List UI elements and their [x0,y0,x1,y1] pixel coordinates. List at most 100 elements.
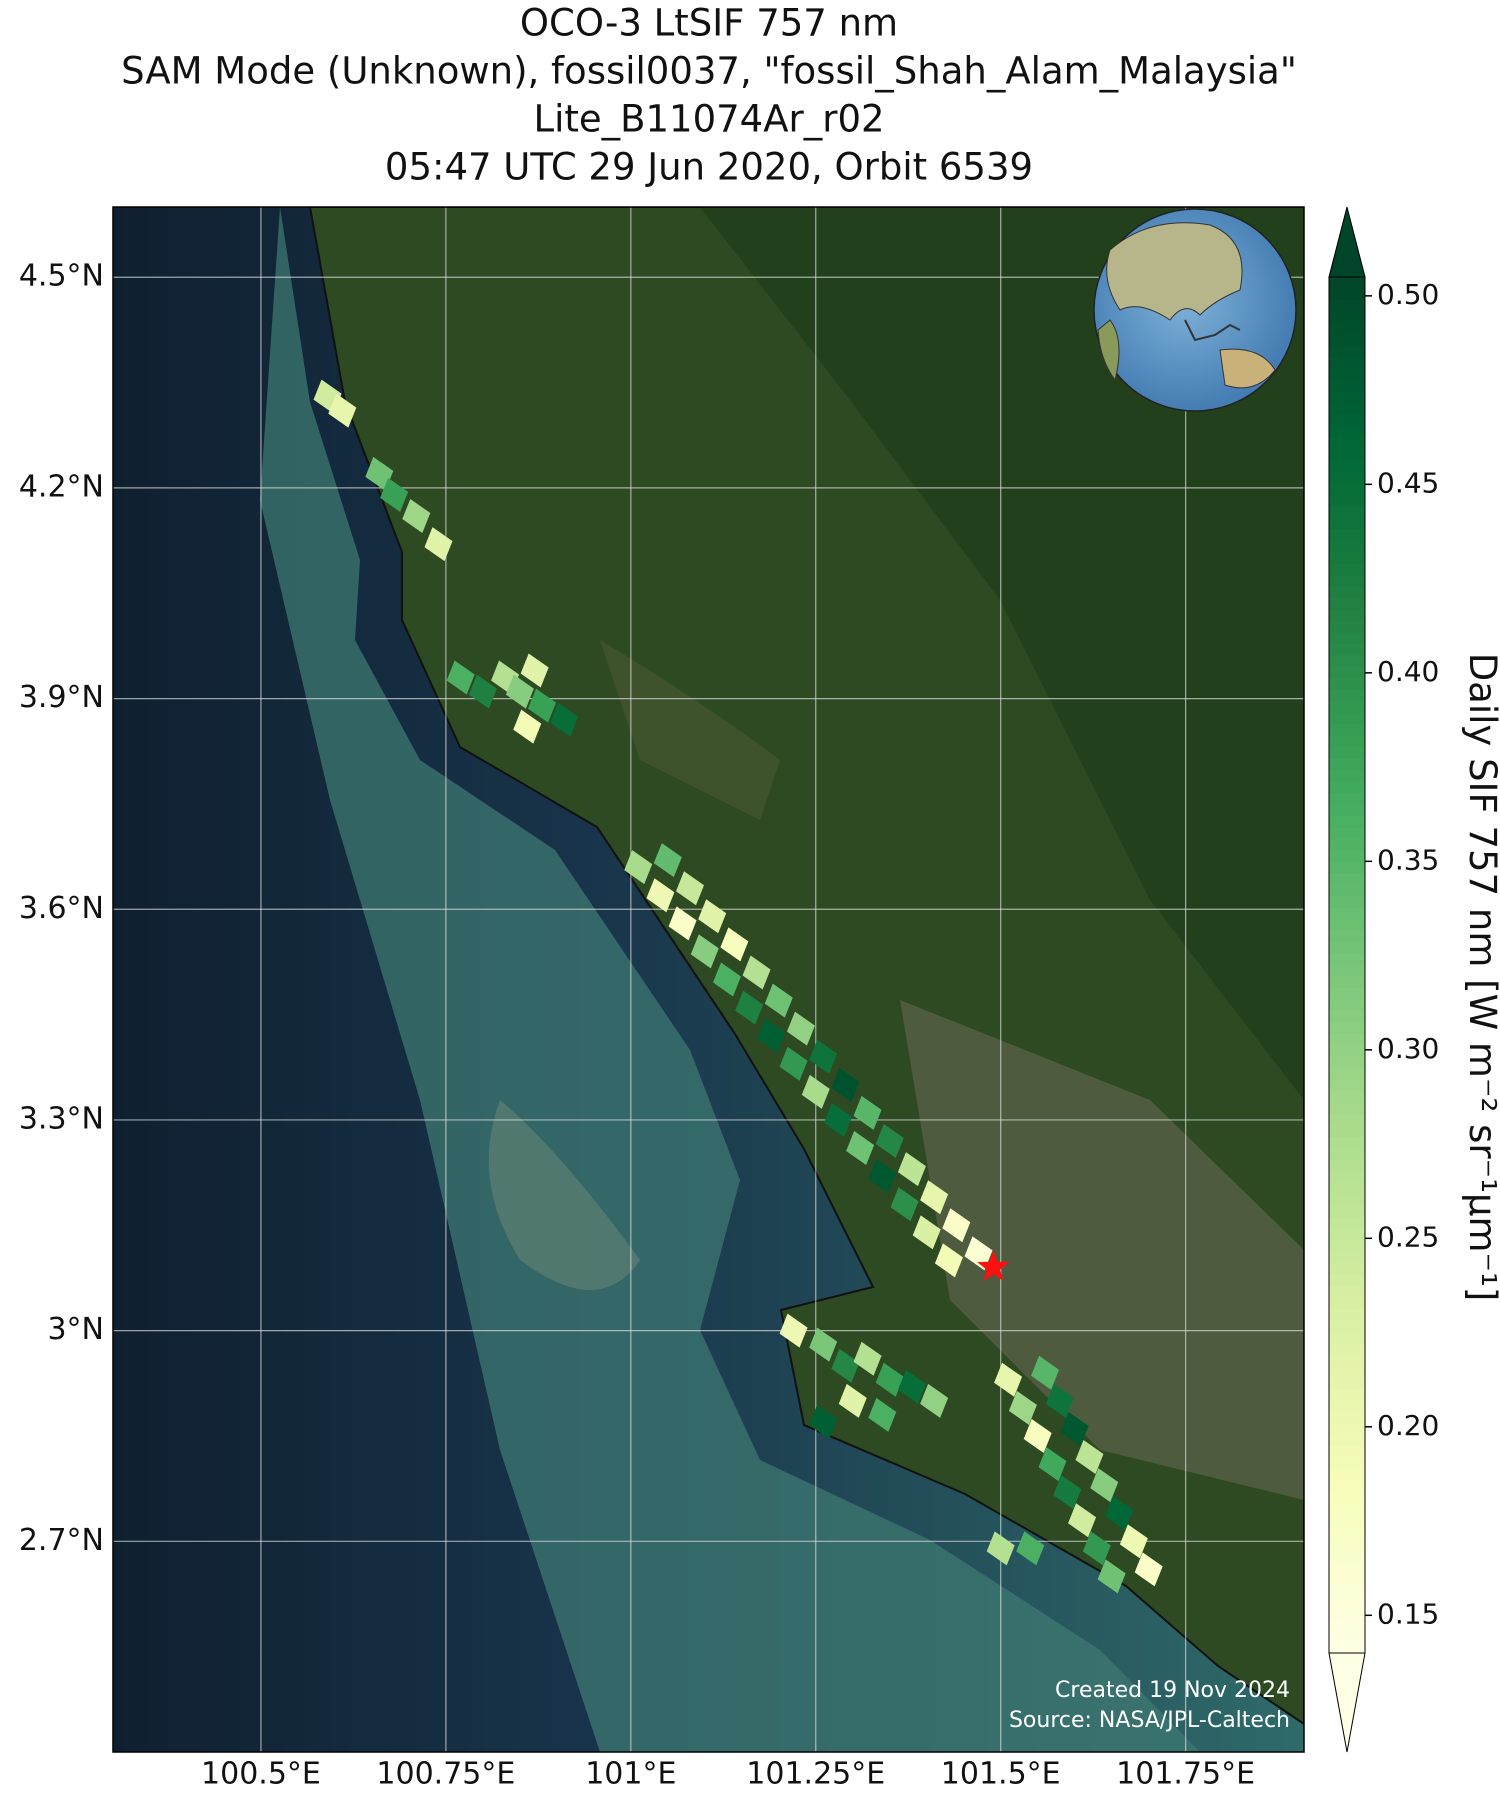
colorbar-tick-label: 0.30 [1377,1032,1439,1065]
sif-footprint [1119,1524,1148,1559]
colorbar-segment [1329,1148,1365,1161]
colorbar-segment [1329,1309,1365,1322]
colorbar-tick-label: 0.20 [1377,1409,1439,1442]
colorbar-segment [1329,770,1365,783]
colorbar-segment [1329,471,1365,484]
sif-footprint [742,955,771,990]
colorbar-segment [1329,1503,1365,1516]
sif-footprint [424,527,453,562]
chart-title: SAM Mode (Unknown), fossil0037, "fossil_… [121,50,1297,93]
sif-footprint [809,1404,838,1439]
colorbar-segment [1329,563,1365,576]
colorbar-segment [1329,930,1365,943]
colorbar-segment [1329,1182,1365,1195]
colorbar-tick-label: 0.40 [1377,655,1439,688]
colorbar-segment [1329,827,1365,840]
colorbar-segment [1329,678,1365,691]
colorbar-segment [1329,1377,1365,1390]
colorbar-segment [1329,1240,1365,1253]
colorbar-segment [1329,838,1365,851]
sif-footprint [365,456,394,491]
colorbar-segment [1329,288,1365,301]
sif-footprint [668,906,697,941]
colorbar-segment [1329,1607,1365,1620]
colorbar-segment [1329,712,1365,725]
colorbar-segment [1329,1584,1365,1597]
colorbar-segment [1329,494,1365,507]
sif-footprint [1023,1418,1052,1453]
colorbar-segment [1329,483,1365,496]
colorbar-segment [1329,1286,1365,1299]
colorbar-segment [1329,976,1365,989]
sif-footprint [1105,1496,1134,1531]
colorbar-tick-label: 0.50 [1377,278,1439,311]
sif-footprint [912,1215,941,1250]
colorbar-segment [1329,1469,1365,1482]
colorbar-segment [1329,666,1365,679]
colorbar-segment [1329,1618,1365,1631]
colorbar-segment [1329,1125,1365,1138]
colorbar-segment [1329,1435,1365,1448]
sif-footprint [868,1159,897,1194]
colorbar-segment [1329,1641,1365,1654]
sif-footprint [550,702,579,737]
colorbar-segment [1329,437,1365,450]
colorbar-segment [1329,1297,1365,1310]
sif-footprint [446,660,475,695]
colorbar-segment [1329,1263,1365,1276]
sif-footprint [380,477,409,512]
sif-footprint [1016,1531,1045,1566]
colorbar-segment [1329,575,1365,588]
colorbar-segment [1329,1412,1365,1425]
sif-footprint [994,1362,1023,1397]
colorbar-segment [1329,506,1365,519]
title-block: OCO-3 LtSIF 757 nm SAM Mode (Unknown), fo… [121,2,1297,189]
colorbar-segment [1329,426,1365,439]
colorbar-segment [1329,540,1365,553]
colorbar-segment [1329,987,1365,1000]
colorbar-segment [1329,1331,1365,1344]
sif-footprint [853,1341,882,1376]
colorbar-segment [1329,391,1365,404]
sif-footprints [313,379,1163,1594]
inset-globe [1093,208,1297,412]
sif-footprint [868,1397,897,1432]
y-tick-label: 4.2°N [19,469,104,504]
sif-footprint [1038,1447,1067,1482]
colorbar-tick-label: 0.35 [1377,843,1439,876]
sif-footprint [1082,1531,1111,1566]
sif-footprint [646,878,675,913]
colorbar-segment [1329,1538,1365,1551]
sif-footprint [1068,1503,1097,1538]
sif-footprint [513,709,542,744]
colorbar-segment [1329,1549,1365,1562]
annotation: Created 19 Nov 2024 [1055,1678,1290,1703]
sif-footprint [986,1531,1015,1566]
x-tick-label: 101.75°E [1116,1757,1255,1792]
sif-footprint [690,934,719,969]
sif-footprint [1053,1475,1082,1510]
sif-footprint [853,1095,882,1130]
colorbar-segment [1329,1010,1365,1023]
colorbar-segment [1329,643,1365,656]
colorbar-segment [1329,1079,1365,1092]
colorbar-segment [1329,919,1365,932]
colorbar-segment [1329,1446,1365,1459]
sif-footprint [1008,1390,1037,1425]
colorbar-segment [1329,368,1365,381]
colorbar-segment [1329,1630,1365,1643]
x-tick-label: 100.5°E [201,1757,321,1792]
sif-footprint [786,1011,815,1046]
colorbar-segment [1329,1526,1365,1539]
colorbar-extend-min [1328,1652,1366,1753]
colorbar-segment [1329,1343,1365,1356]
sif-footprint [846,1131,875,1166]
colorbar-segment [1329,460,1365,473]
colorbar-segment [1329,1171,1365,1184]
x-tick-label: 100.75°E [376,1757,515,1792]
colorbar-segment [1329,1068,1365,1081]
sif-footprint [920,1180,949,1215]
sif-footprint [890,1187,919,1222]
colorbar-segment [1329,942,1365,955]
colorbar-frame [1328,276,1366,1654]
